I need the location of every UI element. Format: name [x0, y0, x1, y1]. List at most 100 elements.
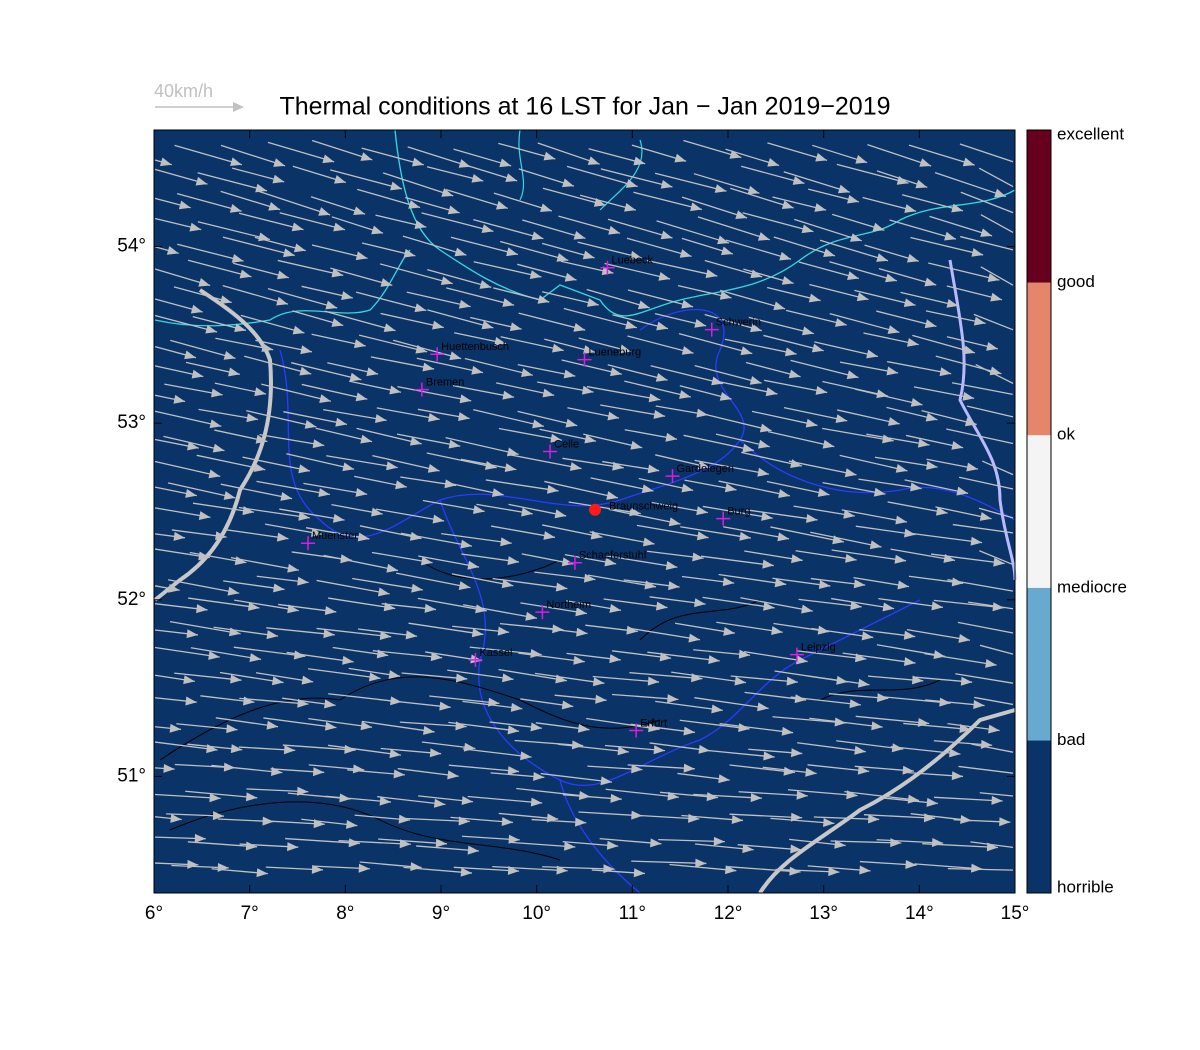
wind-arrow-head — [185, 489, 197, 498]
wind-arrow-head — [749, 376, 762, 385]
wind-arrow — [725, 239, 792, 261]
wind-arrow — [854, 388, 923, 407]
wind-arrow-shaft — [794, 218, 863, 242]
wind-arrow — [604, 554, 678, 570]
wind-arrow-head — [253, 463, 266, 472]
wind-arrow-head — [903, 630, 916, 640]
wind-arrow — [855, 525, 916, 538]
wind-arrow-head — [750, 793, 762, 803]
wind-arrow-shaft — [174, 144, 243, 166]
wind-arrow-head — [449, 351, 462, 361]
wind-arrow — [772, 196, 827, 212]
wind-arrow-head — [805, 767, 817, 777]
wind-arrow — [382, 172, 454, 197]
wind-arrow — [971, 743, 1014, 753]
wind-arrow-head — [811, 343, 824, 353]
wind-arrow — [375, 214, 427, 230]
wind-arrow-head — [835, 414, 848, 424]
wind-arrow-shaft — [324, 310, 396, 332]
wind-arrow — [924, 652, 997, 668]
wind-arrow — [427, 268, 492, 289]
wind-arrow-head — [358, 863, 370, 873]
wind-arrow — [727, 866, 801, 876]
wind-arrow — [737, 844, 802, 854]
wind-arrow-head — [758, 439, 770, 449]
wind-arrow — [376, 407, 440, 422]
wind-arrow — [498, 427, 563, 443]
wind-arrow — [286, 453, 355, 472]
wind-arrow-head — [341, 291, 353, 300]
wind-arrow-shaft — [909, 532, 983, 544]
wind-arrow-shaft — [379, 698, 451, 708]
wind-arrow — [301, 285, 353, 300]
wind-arrow-shaft — [809, 717, 883, 728]
wind-arrow-shaft — [751, 410, 818, 427]
wind-arrow — [222, 236, 295, 258]
wind-arrow-head — [501, 817, 513, 827]
wind-arrow-shaft — [176, 192, 242, 212]
wind-arrow — [798, 261, 860, 280]
wind-arrow — [452, 384, 515, 400]
wind-arrow-shaft — [196, 454, 266, 471]
wind-arrow — [807, 865, 871, 875]
wind-arrow-shaft — [650, 365, 724, 385]
wind-arrow-head — [550, 433, 562, 443]
wind-arrow-head — [963, 345, 975, 355]
wind-arrow-head — [223, 351, 236, 360]
wind-arrow-shaft — [563, 307, 638, 329]
wind-arrow-shaft — [188, 597, 260, 609]
wind-arrow-head — [647, 676, 660, 686]
wind-arrow — [810, 577, 866, 589]
wind-arrow — [681, 575, 735, 587]
wind-arrow — [462, 748, 532, 761]
wind-arrow-head — [828, 867, 840, 877]
wind-arrow-head — [637, 300, 650, 310]
wind-arrow-head — [575, 607, 587, 617]
wind-arrow — [355, 291, 427, 313]
wind-arrow-shaft — [934, 171, 1007, 198]
wind-arrow — [811, 627, 874, 641]
wind-arrow-head — [587, 156, 600, 165]
wind-arrow — [788, 460, 857, 478]
wind-arrow-shaft — [836, 163, 909, 184]
wind-arrow-head — [692, 552, 704, 562]
wind-arrow-head — [287, 842, 299, 852]
wind-arrow-head — [944, 231, 956, 241]
wind-arrow-head — [696, 506, 708, 516]
wind-arrow — [591, 868, 646, 878]
wind-arrow-head — [771, 626, 783, 636]
wind-arrow-head — [729, 150, 742, 159]
wind-arrow-shaft — [946, 428, 1014, 445]
wind-arrow-shaft — [922, 843, 999, 849]
wind-arrow — [889, 219, 957, 241]
wind-arrow-head — [783, 766, 795, 776]
wind-arrow — [396, 572, 471, 590]
city-marker — [629, 723, 644, 738]
wind-arrow — [215, 337, 274, 353]
wind-arrow-head — [506, 447, 519, 457]
wind-arrow-head — [205, 324, 218, 334]
wind-arrow-head — [471, 365, 483, 375]
wind-arrow-head — [491, 488, 504, 498]
wind-arrow-head — [195, 176, 208, 186]
wind-arrow-shaft — [700, 749, 775, 758]
wind-arrow-head — [805, 513, 818, 523]
wind-arrow-head — [855, 154, 868, 164]
wind-arrow — [878, 267, 937, 287]
wind-arrow-head — [324, 699, 336, 709]
wind-arrow-shaft — [669, 863, 737, 872]
wind-arrow — [935, 506, 992, 521]
wind-arrow-head — [531, 231, 544, 241]
wind-arrow-shaft — [719, 722, 794, 734]
wind-arrow-head — [696, 531, 709, 541]
wind-arrow-shaft — [633, 191, 703, 211]
wind-arrow-shaft — [836, 740, 904, 750]
wind-arrow — [832, 213, 885, 232]
wind-arrow-head — [895, 464, 908, 473]
wind-arrow — [554, 694, 607, 704]
wind-arrow-shaft — [748, 316, 814, 335]
wind-arrow-shaft — [233, 646, 306, 658]
wind-arrow-head — [255, 434, 268, 444]
wind-arrow-shaft — [971, 743, 1014, 753]
wind-arrow — [874, 456, 938, 470]
